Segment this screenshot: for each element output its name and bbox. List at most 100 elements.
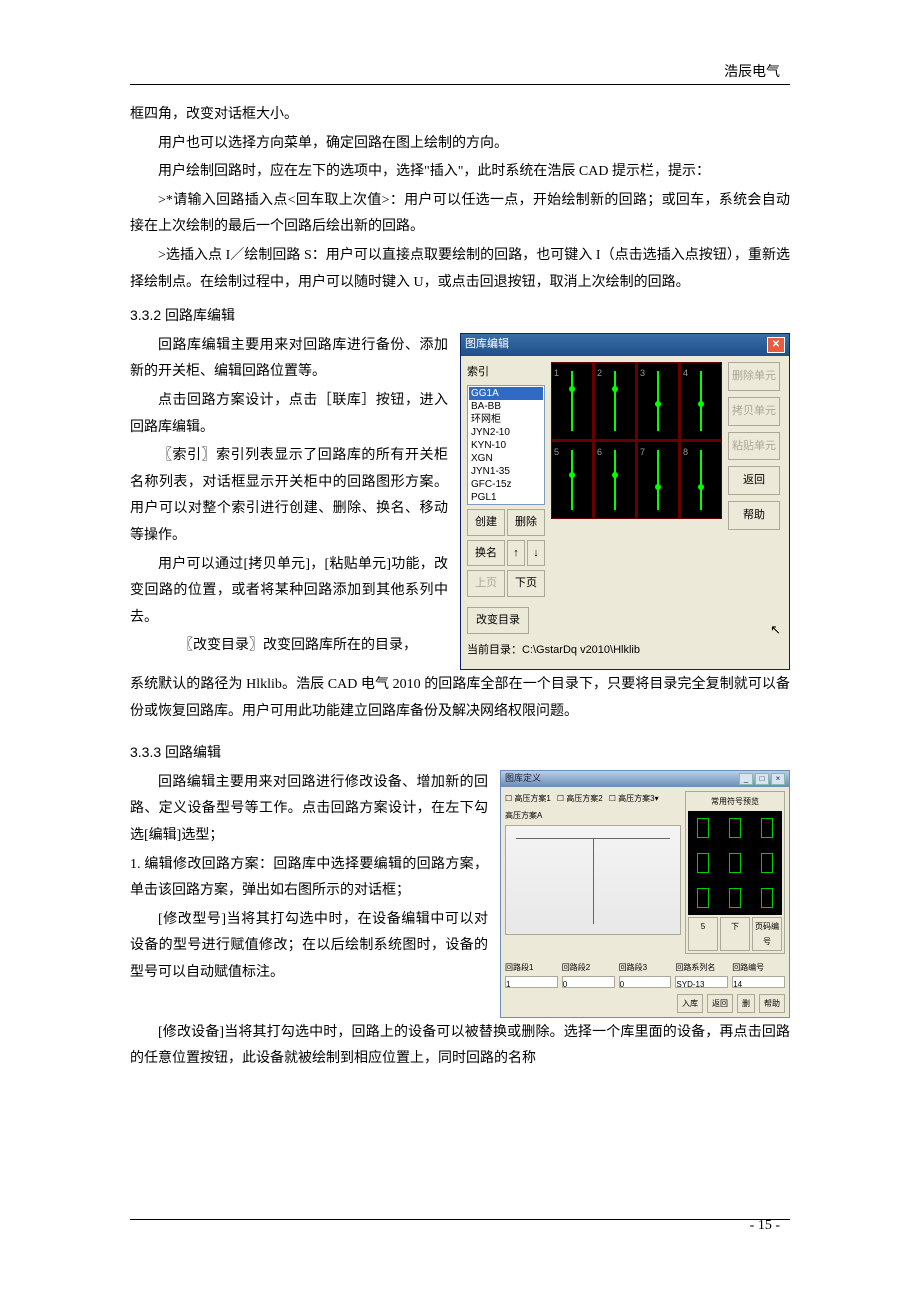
page-number: - 15 - [750, 1213, 780, 1240]
seg3-input[interactable]: 0 [619, 976, 672, 988]
para-4: >*请输入回路插入点<回车取上次值>：用户可以任选一点，开始绘制新的回路；或回车… [130, 188, 790, 241]
symbol-cell[interactable] [720, 881, 751, 915]
cell-num: 3 [640, 365, 645, 382]
symbol-cell[interactable] [751, 881, 782, 915]
symbol-grid [688, 811, 782, 915]
name-label: 回路系列名 [675, 963, 715, 972]
rename-button[interactable]: 换名 [467, 540, 505, 567]
list-item[interactable]: BA-BB [469, 400, 543, 413]
paste-unit-button[interactable]: 粘贴单元 [728, 432, 780, 461]
symbol-cell[interactable] [720, 846, 751, 880]
preview-cell[interactable]: 7 [637, 441, 679, 519]
dialog2-titlebar[interactable]: 图库定义 _ □ × [501, 771, 789, 787]
del-button[interactable]: 删 [737, 994, 755, 1013]
heading-332: 3.3.2 回路库编辑 [130, 302, 790, 329]
para-3: 用户绘制回路时，应在左下的选项中，选择"插入"，此时系统在浩辰 CAD 提示栏，… [130, 159, 790, 186]
preview-cell[interactable]: 1 [551, 362, 593, 440]
index-label: 索引 [467, 362, 545, 383]
seg1-label: 回路段1 [505, 963, 533, 972]
para-11: 回路编辑主要用来对回路进行修改设备、增加新的回路、定义设备型号等工作。点击回路方… [130, 770, 488, 850]
ctrl-a[interactable]: 5 [688, 917, 718, 951]
prev-page-button[interactable]: 上页 [467, 570, 505, 597]
return-button[interactable]: 返回 [707, 994, 733, 1013]
store-button[interactable]: 入库 [677, 994, 703, 1013]
help-button[interactable]: 帮助 [759, 994, 785, 1013]
preview-cell[interactable]: 4 [680, 362, 722, 440]
seg2-input[interactable]: 0 [562, 976, 615, 988]
para-2: 用户也可以选择方向菜单，确定回路在图上绘制的方向。 [130, 131, 790, 158]
seg3-label: 回路段3 [619, 963, 647, 972]
path-value: C:\GstarDq v2010\Hlklib [522, 644, 640, 656]
list-item[interactable]: PGL2 [469, 504, 543, 505]
symbol-cell[interactable] [688, 881, 719, 915]
preview-cell[interactable]: 6 [594, 441, 636, 519]
delete-unit-button[interactable]: 删除单元 [728, 362, 780, 391]
close-icon[interactable]: × [771, 773, 785, 785]
list-item[interactable]: PGL1 [469, 491, 543, 504]
list-item[interactable]: 环网柜 [469, 413, 543, 426]
list-item[interactable]: JYN2-10 [469, 426, 543, 439]
num-input[interactable]: 14 [732, 976, 785, 988]
para-14: [修改设备]当将其打勾选中时，回路上的设备可以被替换或删除。选择一个库里面的设备… [130, 1020, 790, 1073]
next-page-button[interactable]: 下页 [507, 570, 545, 597]
para-10b: 系统默认的路径为 Hlklib。浩辰 CAD 电气 2010 的回路库全部在一个… [130, 672, 790, 725]
header-brand: 浩辰电气 [724, 60, 780, 87]
para-6: 回路库编辑主要用来对回路库进行备份、添加新的开关柜、编辑回路位置等。 [130, 333, 448, 386]
cell-num: 7 [640, 444, 645, 461]
para-5: >选插入点 I／绘制回路 S：用户可以直接点取要绘制的回路，也可键入 I（点击选… [130, 243, 790, 296]
dialog-circuit-define: 图库定义 _ □ × ☐ 高压方案1 ☐ 高压方案2 ☐ 高压方案3▾ [500, 770, 790, 1018]
preview-cell[interactable]: 8 [680, 441, 722, 519]
para-10a: 〖改变目录〗改变回路库所在的目录， [130, 633, 448, 660]
symbol-cell[interactable] [720, 811, 751, 845]
ctrl-c[interactable]: 页码编号 [752, 917, 782, 951]
move-down-button[interactable]: ↓ [527, 540, 545, 567]
dialog2-title: 图库定义 [505, 770, 541, 787]
dialog1-title: 图库编辑 [465, 334, 509, 355]
change-dir-button[interactable]: 改变目录 [467, 607, 529, 634]
delete-button[interactable]: 删除 [507, 509, 545, 536]
symbol-cell[interactable] [688, 811, 719, 845]
index-list[interactable]: GG1A BA-BB 环网柜 JYN2-10 KYN-10 XGN JYN1-3… [467, 385, 545, 505]
name-input[interactable]: SYD-13 [675, 976, 728, 988]
para-9: 用户可以通过[拷贝单元]，[粘贴单元]功能，改变回路的位置，或者将某种回路添加到… [130, 552, 448, 632]
list-item[interactable]: XGN [469, 452, 543, 465]
list-item[interactable]: GG1A [469, 387, 543, 400]
ctrl-b[interactable]: 下 [720, 917, 750, 951]
preview-cell[interactable]: 5 [551, 441, 593, 519]
symbol-cell[interactable] [751, 846, 782, 880]
preview-cell[interactable]: 3 [637, 362, 679, 440]
preview-cell[interactable]: 2 [594, 362, 636, 440]
minimize-icon[interactable]: _ [739, 773, 753, 785]
tab-3[interactable]: ☐ 高压方案3▾ [609, 791, 659, 806]
cell-num: 4 [683, 365, 688, 382]
cell-num: 2 [597, 365, 602, 382]
header-rule [130, 84, 790, 85]
maximize-icon[interactable]: □ [755, 773, 769, 785]
symbol-preview-title: 常用符号预览 [688, 794, 782, 809]
create-button[interactable]: 创建 [467, 509, 505, 536]
cell-num: 5 [554, 444, 559, 461]
help-button[interactable]: 帮助 [728, 501, 780, 530]
list-item[interactable]: JYN1-35 [469, 465, 543, 478]
heading-333: 3.3.3 回路编辑 [130, 739, 790, 766]
circuit-canvas[interactable] [505, 825, 681, 935]
scheme-label: 高压方案A [505, 808, 681, 823]
copy-unit-button[interactable]: 拷贝单元 [728, 397, 780, 426]
para-8: 〖索引〗索引列表显示了回路库的所有开关柜名称列表，对话框显示开关柜中的回路图形方… [130, 443, 448, 549]
seg2-label: 回路段2 [562, 963, 590, 972]
close-icon[interactable]: ✕ [767, 337, 785, 353]
symbol-cell[interactable] [688, 846, 719, 880]
para-7: 点击回路方案设计，点击［联库］按钮，进入回路库编辑。 [130, 388, 448, 441]
seg1-input[interactable]: 1 [505, 976, 558, 988]
tab-1[interactable]: ☐ 高压方案1 [505, 791, 551, 806]
symbol-cell[interactable] [751, 811, 782, 845]
return-button[interactable]: 返回 [728, 466, 780, 495]
tab-2[interactable]: ☐ 高压方案2 [557, 791, 603, 806]
list-item[interactable]: GFC-15z [469, 478, 543, 491]
dialog1-titlebar[interactable]: 图库编辑 ✕ [461, 334, 789, 356]
list-item[interactable]: KYN-10 [469, 439, 543, 452]
dialog-library-edit: 图库编辑 ✕ 索引 GG1A BA-BB 环网柜 JYN2-10 KYN-10 … [460, 333, 790, 670]
move-up-button[interactable]: ↑ [507, 540, 525, 567]
cursor-icon: ↖ [770, 618, 781, 643]
para-12: 1. 编辑修改回路方案：回路库中选择要编辑的回路方案，单击该回路方案，弹出如右图… [130, 852, 488, 905]
